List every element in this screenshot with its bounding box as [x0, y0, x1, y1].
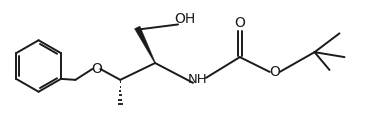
Polygon shape: [135, 26, 156, 63]
Text: O: O: [234, 16, 245, 30]
Text: O: O: [91, 62, 102, 76]
Text: NH: NH: [188, 73, 208, 86]
Text: OH: OH: [175, 11, 196, 25]
Text: O: O: [269, 65, 280, 79]
